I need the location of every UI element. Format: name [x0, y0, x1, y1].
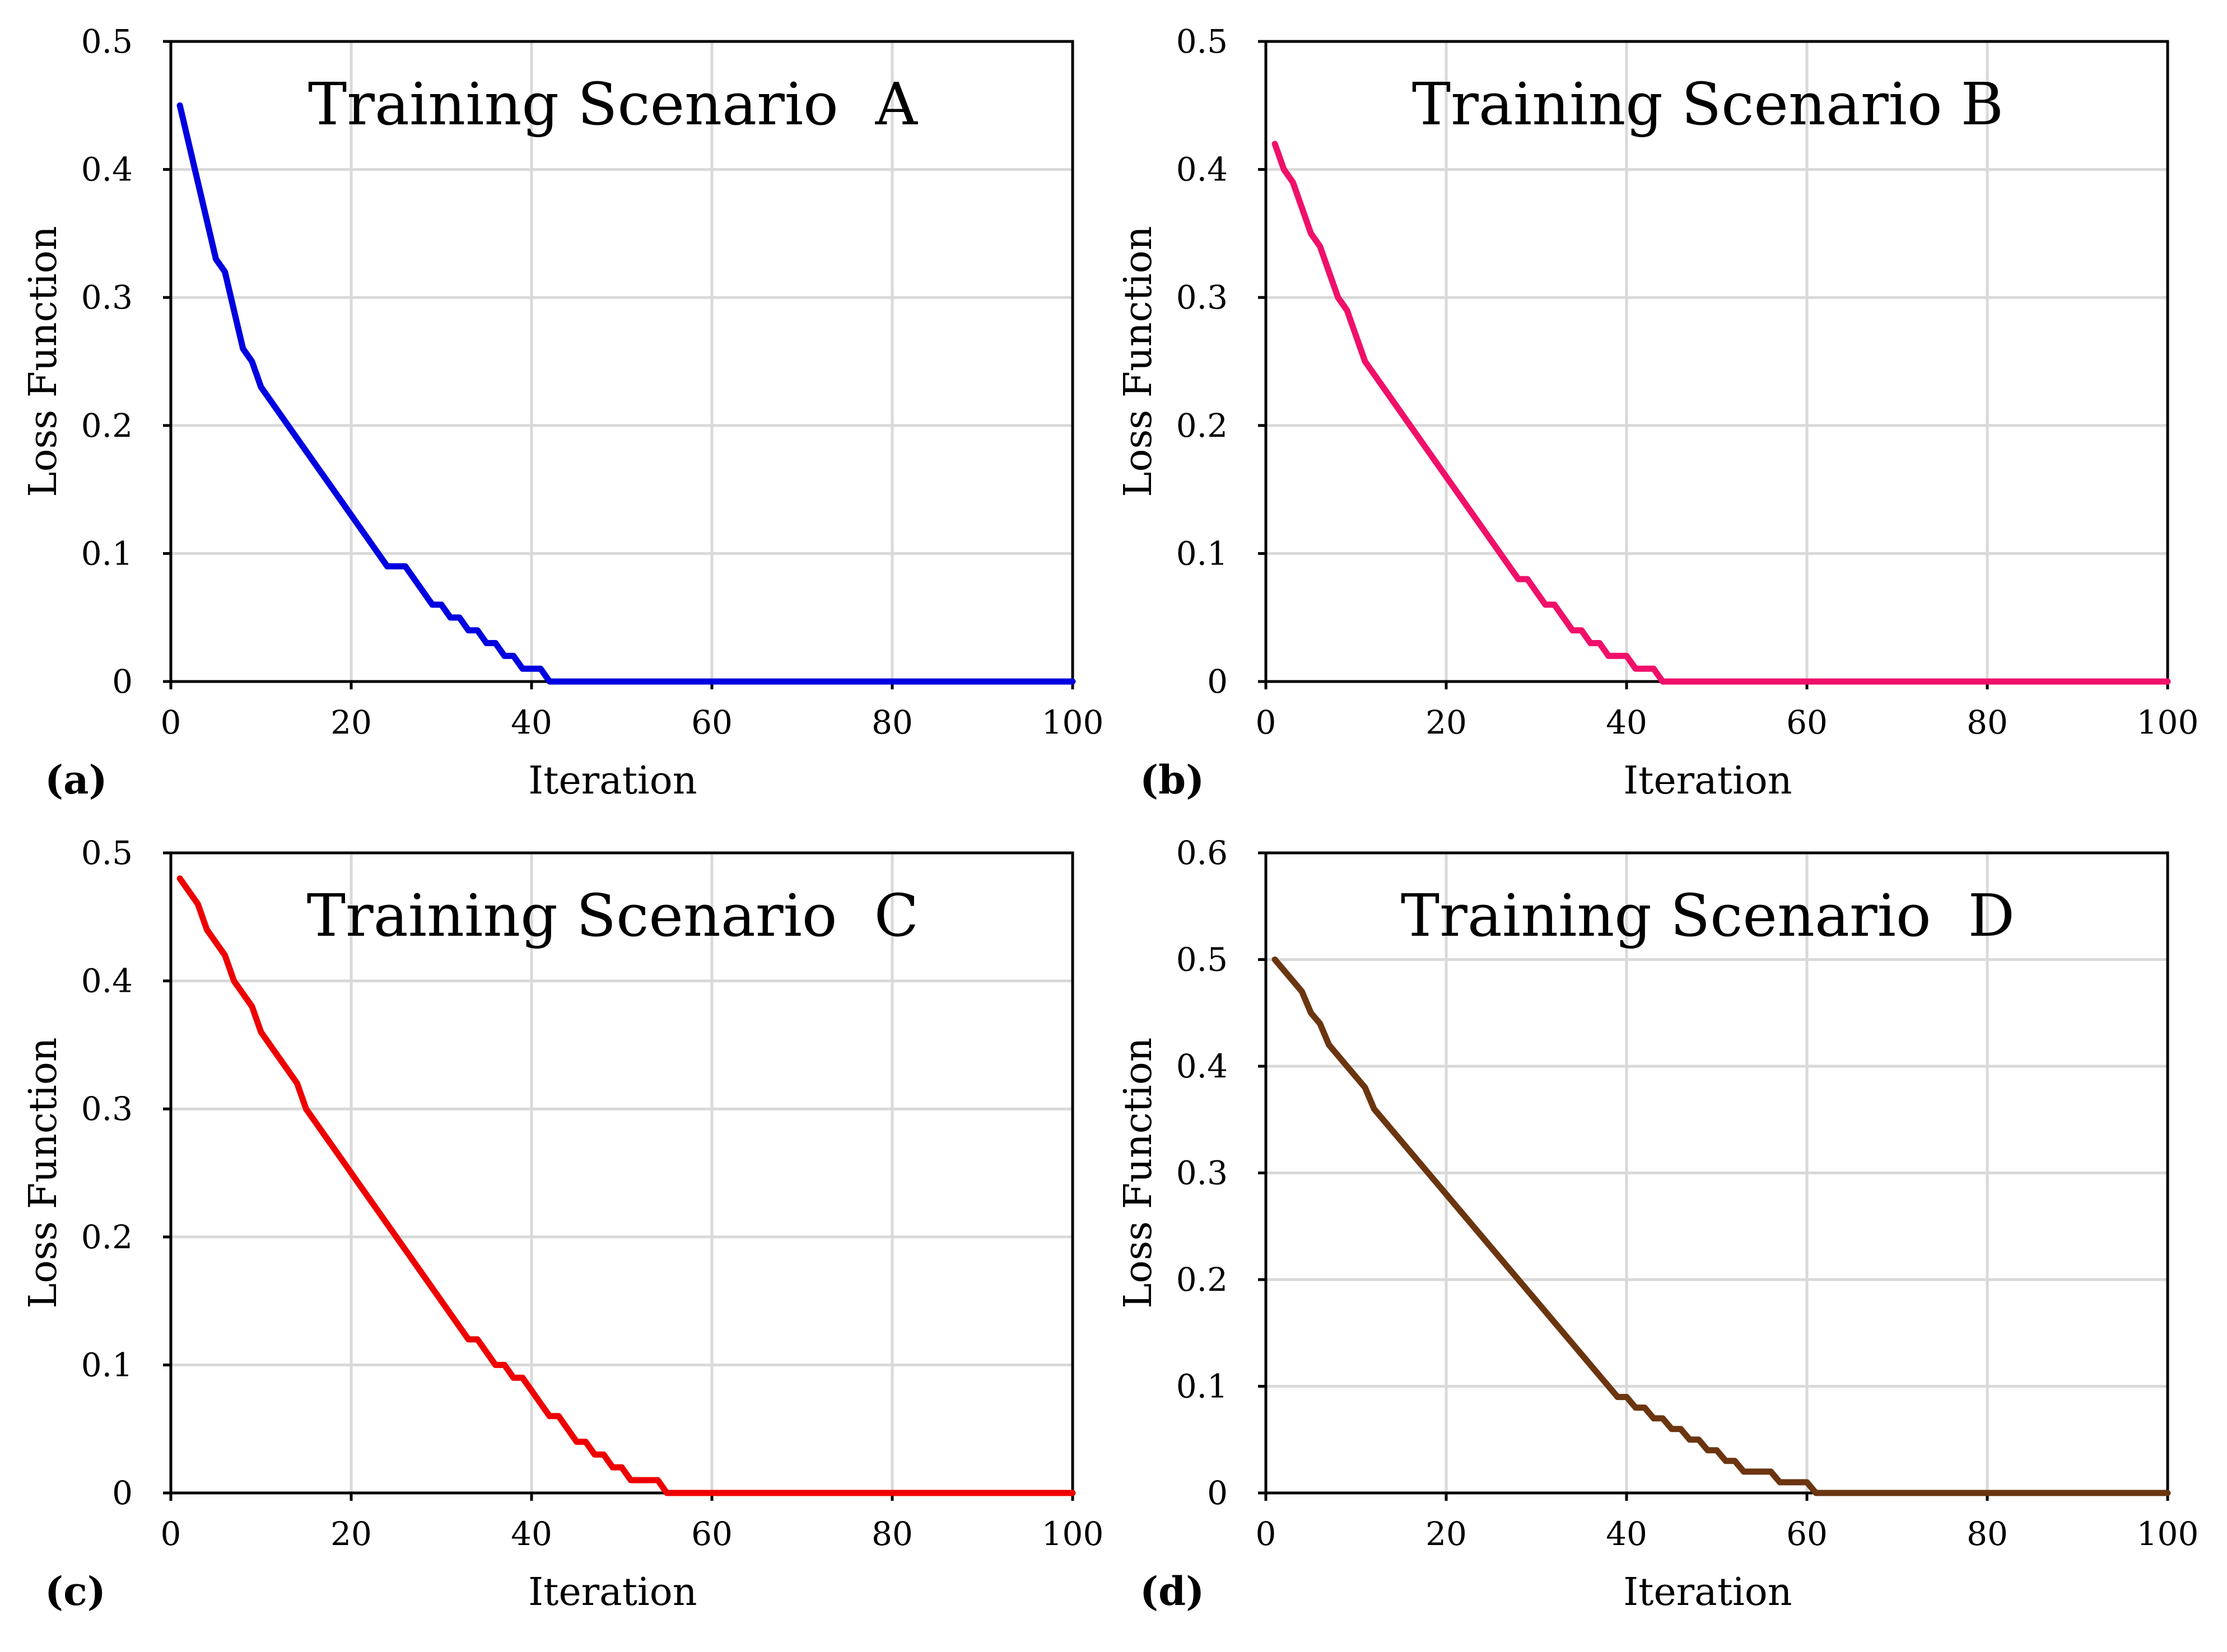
- panel-label: (c): [45, 1568, 106, 1614]
- chart-panel-d: 0 20 40 60 80 100 0 0.1 0.2 0.3 0.4 0.5 0.6 Training …: [1116, 834, 2198, 1614]
- x-tick-label: 60: [1786, 1515, 1828, 1553]
- y-tick-label: 0.3: [1176, 1154, 1228, 1192]
- x-tick-label: 100: [1042, 703, 1104, 741]
- y-tick-label: 0.4: [1176, 151, 1228, 189]
- x-tick-label: 80: [872, 1515, 913, 1553]
- y-axis-title: Loss Function: [1116, 1037, 1161, 1308]
- x-tick-label: 100: [2137, 1515, 2199, 1553]
- y-tick-label: 0.4: [81, 962, 133, 1000]
- x-tick-label: 0: [1256, 1515, 1276, 1553]
- x-tick-label: 80: [1967, 703, 2008, 741]
- chart-title: Training Scenario B: [1412, 70, 2004, 138]
- x-axis-title: Iteration: [528, 759, 697, 803]
- y-tick-label: 0: [1207, 1474, 1228, 1512]
- chart-panel-b: 0 20 40 60 80 100 0 0.1 0.2 0.3 0.4 0.5 Training Sce…: [1116, 22, 2198, 803]
- chart-title: Training Scenario C: [307, 881, 919, 950]
- x-tick-label: 100: [1042, 1515, 1104, 1553]
- y-tick-label: 0.1: [1176, 1368, 1228, 1406]
- x-axis-title: Iteration: [528, 1570, 697, 1614]
- plot-frame: [169, 851, 1074, 1495]
- x-tick-label: 20: [1425, 1515, 1467, 1553]
- y-tick-label: 0.4: [1176, 1047, 1228, 1085]
- x-axis-title: Iteration: [1623, 1570, 1792, 1614]
- x-tick-label: 40: [1606, 1515, 1647, 1553]
- x-tick-label: 40: [1606, 703, 1647, 741]
- x-tick-label: 0: [161, 1515, 181, 1553]
- panel-label: (a): [45, 757, 108, 803]
- y-axis-title: Loss Function: [21, 226, 66, 497]
- y-tick-label: 0.5: [81, 834, 133, 872]
- x-tick-label: 80: [1967, 1515, 2008, 1553]
- y-tick-label: 0.5: [1176, 941, 1228, 979]
- y-tick-label: 0.1: [1176, 534, 1228, 572]
- y-tick-label: 0: [112, 1474, 133, 1512]
- chart-title: Training Scenario D: [1401, 881, 2015, 950]
- y-axis-title: Loss Function: [21, 1037, 66, 1308]
- x-tick-label: 40: [511, 703, 552, 741]
- y-tick-label: 0.1: [81, 534, 133, 572]
- x-tick-label: 0: [161, 703, 181, 741]
- y-tick-label: 0.5: [1176, 22, 1228, 60]
- series-line: [176, 102, 1076, 685]
- x-tick-label: 60: [691, 1515, 733, 1553]
- x-axis-title: Iteration: [1623, 759, 1792, 803]
- x-tick-label: 60: [1786, 703, 1828, 741]
- x-tick-label: 80: [872, 703, 913, 741]
- y-axis-title: Loss Function: [1116, 226, 1161, 497]
- y-tick-label: 0.2: [81, 407, 133, 445]
- panel-label: (b): [1140, 757, 1204, 803]
- y-tick-label: 0.3: [81, 1090, 133, 1128]
- x-tick-label: 20: [330, 1515, 372, 1553]
- series-line: [1271, 956, 2171, 1496]
- y-tick-label: 0.6: [1176, 834, 1228, 872]
- y-tick-label: 0.4: [81, 151, 133, 189]
- y-tick-label: 0: [112, 662, 133, 701]
- y-tick-label: 0: [1207, 662, 1228, 701]
- series-line: [176, 875, 1076, 1496]
- series-line: [1271, 141, 2171, 685]
- x-tick-label: 20: [1425, 703, 1467, 741]
- y-tick-label: 0.2: [81, 1218, 133, 1256]
- y-tick-label: 0.3: [1176, 278, 1228, 316]
- y-tick-label: 0.5: [81, 22, 133, 60]
- y-tick-label: 0.3: [81, 278, 133, 316]
- x-tick-label: 40: [511, 1515, 552, 1553]
- x-tick-label: 20: [330, 703, 372, 741]
- y-tick-label: 0.2: [1176, 407, 1228, 445]
- chart-title: Training Scenario A: [308, 70, 919, 138]
- chart-panel-c: 0 20 40 60 80 100 0 0.1 0.2 0.3 0.4 0.5 Training Sce…: [21, 834, 1103, 1614]
- x-tick-label: 60: [691, 703, 733, 741]
- y-tick-label: 0.1: [81, 1346, 133, 1384]
- x-tick-label: 100: [2137, 703, 2199, 741]
- y-tick-label: 0.2: [1176, 1261, 1228, 1299]
- panel-label: (d): [1140, 1568, 1204, 1614]
- chart-panel-a: 0 20 40 60 80 100 0 0.1 0.2 0.3 0.4 0.5 Training Sce…: [21, 22, 1103, 803]
- x-tick-label: 0: [1256, 703, 1276, 741]
